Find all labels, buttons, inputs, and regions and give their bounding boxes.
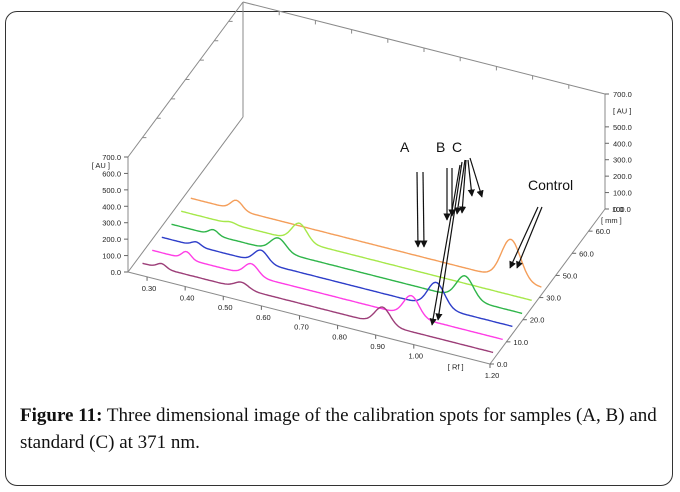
caption-text: Three dimensional image of the calibrati…: [20, 405, 657, 453]
x-tick-label: 0.30: [142, 284, 157, 293]
annotation-arrow: [516, 206, 543, 269]
y-unit-label: [ AU ]: [92, 161, 110, 170]
x-tick-label: 0.60: [256, 313, 271, 322]
annotation-arrow: [509, 206, 539, 269]
z-tick-label: 30.0: [546, 294, 561, 303]
z-tick-label: 50.0: [563, 271, 578, 280]
y-tick-label: 400.0: [102, 202, 121, 211]
series-line-1: [152, 249, 503, 341]
y-tick-label: 600.0: [102, 169, 121, 178]
annotation-arrow: [469, 157, 484, 198]
annotation-arrow: [414, 171, 422, 248]
trace-group: [142, 197, 542, 354]
y-right-tick-label: 0.0: [613, 205, 623, 214]
y-tick-label: 300.0: [102, 219, 121, 228]
x-tick-label: 0.90: [370, 342, 385, 351]
annotation-arrow: [458, 159, 467, 214]
series-line-4: [181, 210, 532, 301]
annotation-arrow: [429, 164, 461, 326]
z-unit-label: [ mm ]: [601, 216, 622, 225]
figure-frame: [5, 11, 673, 486]
annotation-arrow: [467, 159, 475, 197]
series-line-3: [171, 223, 523, 315]
x-tick-label: 0.50: [218, 303, 233, 312]
annotation-arrow: [420, 171, 428, 248]
z-tick-label: 20.0: [530, 316, 545, 325]
y-right-tick-label: 400.0: [613, 139, 632, 148]
axis-edge: [127, 116, 244, 273]
y-tick-label: 0.0: [111, 268, 121, 277]
z-tick-label: 100.0: [612, 205, 631, 214]
y-right-unit-label: [ AU ]: [613, 106, 631, 115]
x-tick-label: 1.00: [408, 352, 423, 361]
caption-label: Figure 11:: [20, 405, 103, 426]
x-tick-label: 0.70: [294, 323, 309, 332]
x-tick-label: 0.80: [332, 332, 347, 341]
y-right-tick-label: 700.0: [613, 90, 632, 99]
x-tick-label: 0.40: [180, 294, 195, 303]
annotation-arrow: [435, 161, 463, 321]
series-line-2: [161, 236, 513, 328]
y-tick-label: 200.0: [102, 235, 121, 244]
y-tick-label: 100.0: [102, 252, 121, 261]
y-right-tick-label: 300.0: [613, 156, 632, 165]
axis-edge: [489, 208, 606, 365]
annotation-arrow: [454, 159, 466, 215]
x-unit-label: [ Rf ]: [448, 362, 464, 371]
z-tick-label: 60.0: [596, 227, 611, 236]
y-right-tick-label: 100.0: [613, 189, 632, 198]
series-line-0: [142, 262, 494, 354]
y-right-tick-label: 200.0: [613, 172, 632, 181]
tick-group: 0.0100.0200.0300.0400.0500.0600.0700.0[ …: [92, 90, 632, 380]
z-tick-label: 10.0: [513, 338, 528, 347]
figure-caption: Figure 11: Three dimensional image of th…: [20, 402, 660, 456]
annotation-group: A B C Control: [400, 139, 573, 326]
y-tick-label: 500.0: [102, 186, 121, 195]
axes-frame: [127, 1, 606, 365]
x-tick-label: 1.20: [485, 371, 500, 380]
z-tick-label: 60.0: [579, 249, 594, 258]
y-right-tick-label: 500.0: [613, 123, 632, 132]
annotation-c: C: [452, 139, 462, 155]
annotation-b: B: [436, 139, 445, 155]
chart-3d-waterfall: 0.0100.0200.0300.0400.0500.0600.0700.0[ …: [92, 1, 632, 380]
axis-edge: [127, 271, 491, 365]
annotation-a: A: [400, 139, 410, 155]
z-tick-label: 0.0: [497, 360, 507, 369]
annotation-control: Control: [528, 177, 573, 193]
series-line-5: [190, 197, 542, 288]
y-tick-label: 700.0: [102, 153, 121, 162]
